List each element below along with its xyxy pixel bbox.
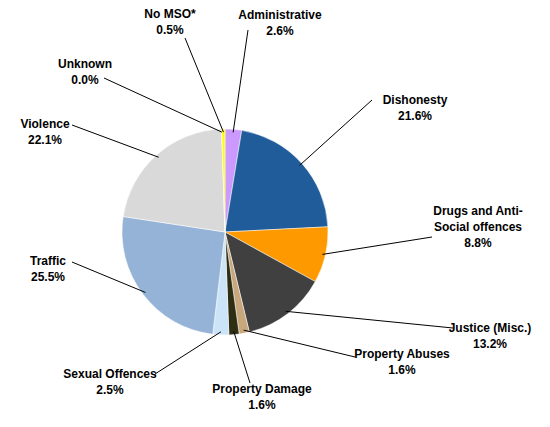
category-label: Dishonesty: [383, 93, 448, 107]
value-label: 22.1%: [28, 133, 62, 147]
value-label: 0.5%: [156, 23, 184, 37]
category-label-line: Drugs and Anti-: [433, 204, 523, 218]
leader-line: [72, 125, 159, 157]
pie-slice: [122, 217, 225, 335]
leader-line: [155, 332, 221, 374]
pie-slice: [222, 129, 225, 232]
value-label: 25.5%: [31, 270, 65, 284]
category-label-line: Unknown: [58, 57, 112, 71]
pie-slice: [225, 232, 249, 334]
chart: Administrative 2.6% Dishonesty 21.6% Drugs a…: [0, 0, 550, 427]
category-label-line: Dishonesty: [383, 93, 448, 107]
category-label: Property Abuses: [354, 347, 450, 361]
pie-slice: [123, 129, 225, 232]
leader-line: [185, 38, 223, 132]
category-label-line: Property Abuses: [354, 347, 450, 361]
value-label: 0.0%: [71, 73, 99, 87]
category-label-line: Sexual Offences: [63, 367, 157, 381]
category-label-line: Social offences: [434, 220, 522, 234]
leader-line: [322, 237, 432, 254]
leader-line: [234, 332, 250, 383]
value-label: 21.6%: [398, 109, 432, 123]
value-label: 1.6%: [388, 363, 416, 377]
category-label: No MSO*: [144, 7, 196, 21]
category-label: Drugs and Anti- Social offences: [433, 204, 523, 234]
pie-slice: [225, 130, 328, 232]
category-label: Sexual Offences: [63, 367, 157, 381]
value-label: 8.8%: [464, 236, 492, 250]
category-label-line: Administrative: [238, 8, 322, 22]
pie: [122, 129, 328, 335]
value-label: 13.2%: [473, 337, 507, 351]
leader-line: [300, 100, 372, 165]
category-label: Administrative: [238, 8, 322, 22]
category-label-line: Violence: [20, 117, 69, 131]
category-label-line: No MSO*: [144, 7, 196, 21]
category-label-line: Traffic: [30, 254, 66, 268]
category-label: Justice (Misc.): [449, 321, 532, 335]
leader-line: [233, 30, 248, 132]
leader-line: [286, 311, 453, 328]
category-label: Violence: [20, 117, 69, 131]
value-label: 2.5%: [96, 383, 124, 397]
value-label: 2.6%: [266, 24, 294, 38]
category-label: Traffic: [30, 254, 66, 268]
category-label-line: Justice (Misc.): [449, 321, 532, 335]
labels: Administrative 2.6% Dishonesty 21.6% Drugs a…: [20, 7, 531, 412]
category-label: Property Damage: [212, 382, 312, 396]
pie-slice: [222, 129, 225, 232]
category-label-line: Property Damage: [212, 382, 312, 396]
value-label: 1.6%: [248, 398, 276, 412]
leader-line: [72, 262, 145, 292]
category-label: Unknown: [58, 57, 112, 71]
leader-line: [244, 330, 355, 357]
